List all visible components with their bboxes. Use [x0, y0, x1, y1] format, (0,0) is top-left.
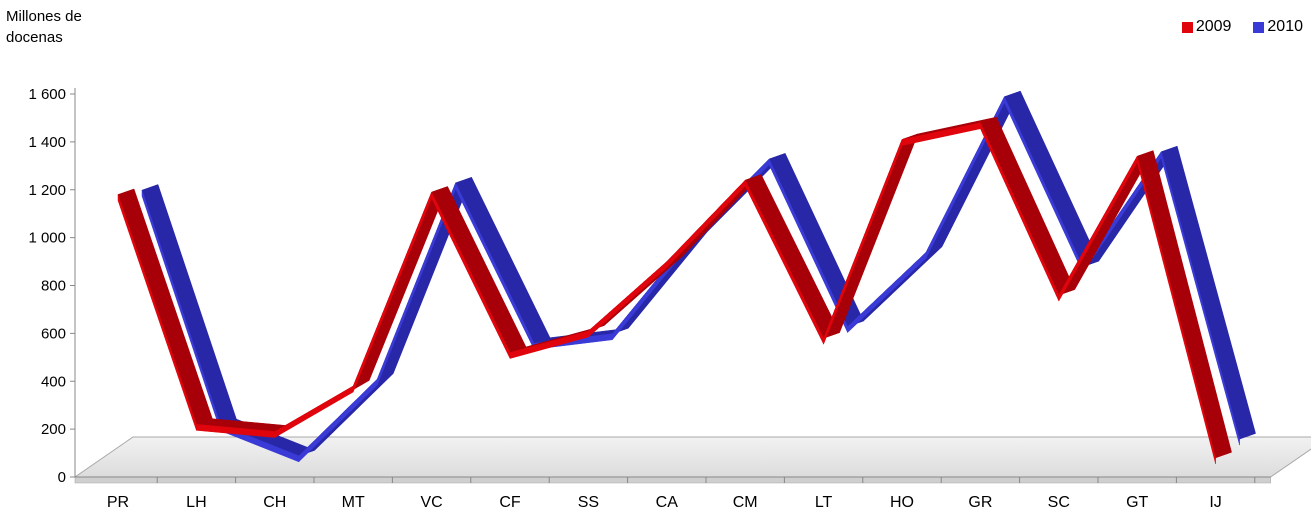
chart-floor-edge [74, 476, 1271, 484]
legend-label-2010: 2010 [1267, 18, 1303, 35]
x-tick-label: HO [890, 494, 914, 511]
series-2009-segment [901, 122, 981, 146]
y-tick-label: 0 [58, 469, 66, 486]
legend-item-2009: 2009 [1181, 18, 1232, 36]
legend-item-2010: 2010 [1253, 18, 1303, 36]
y-tick-label: 1 600 [28, 86, 66, 103]
series-2009-segment [744, 180, 824, 345]
x-tick-label: SS [578, 494, 599, 511]
series-2009 [117, 116, 1232, 464]
x-tick-label: CM [733, 494, 758, 511]
x-tick-label: VC [420, 494, 442, 511]
y-tick-label: 1 400 [28, 134, 66, 151]
x-tick-label: GR [968, 494, 992, 511]
series-2010-segment [1160, 151, 1240, 446]
legend: 2009 2010 [1160, 18, 1303, 36]
x-tick-label: GT [1126, 494, 1148, 511]
x-tick-label: LT [815, 494, 833, 511]
x-tick-label: SC [1048, 494, 1070, 511]
series-2010-segment [141, 190, 221, 431]
series-2009-segment [274, 385, 354, 438]
y-tick-label: 200 [41, 421, 66, 438]
y-tick-label: 400 [41, 373, 66, 390]
x-tick-label: IJ [1209, 494, 1221, 511]
legend-swatch-2009 [1181, 21, 1193, 33]
y-axis-title: Millones de docenas [6, 8, 82, 46]
series-2010 [141, 90, 1256, 463]
x-tick-label: PR [107, 494, 129, 511]
x-tick-label: CH [263, 494, 286, 511]
series-2009-segment [1136, 156, 1216, 464]
y-tick-label: 1 000 [28, 230, 66, 247]
y-tick-label: 800 [41, 278, 66, 295]
series-2009-segment [666, 179, 746, 269]
x-tick-label: CF [499, 494, 521, 511]
legend-swatch-2010 [1253, 21, 1265, 33]
y-tick-label: 600 [41, 325, 66, 342]
x-tick-label: LH [186, 494, 206, 511]
y-tick-label: 1 200 [28, 182, 66, 199]
legend-label-2009: 2009 [1195, 18, 1232, 35]
x-tick-label: MT [342, 494, 365, 511]
x-tick-label: CA [656, 494, 679, 511]
